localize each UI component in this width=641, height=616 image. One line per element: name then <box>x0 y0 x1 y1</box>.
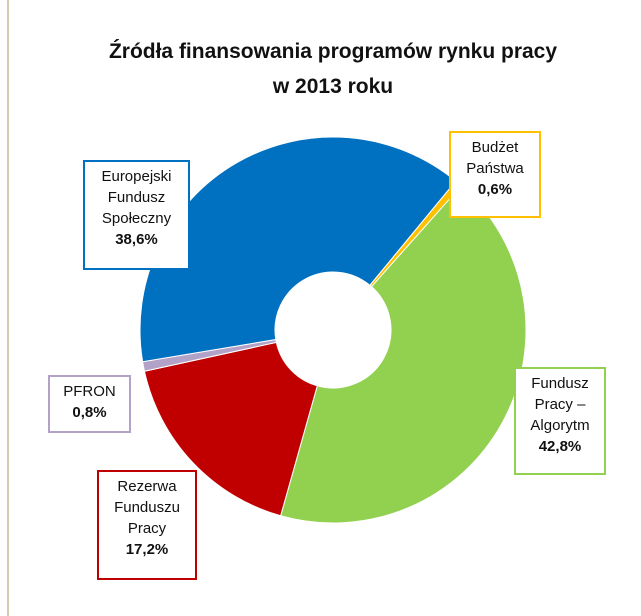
label-value: 0,8% <box>72 404 107 421</box>
donut <box>139 136 527 524</box>
label-name: Rezerwa Funduszu Pracy <box>114 478 180 537</box>
label-value: 17,2% <box>125 541 169 558</box>
chart-title: Źródła finansowania programów rynku prac… <box>108 40 558 98</box>
label-value: 0,6% <box>477 181 513 198</box>
label-name: Europejski Fundusz Społeczny <box>101 168 172 227</box>
label-name: PFRON <box>63 383 116 400</box>
label-name: Budżet Państwa <box>466 139 524 177</box>
label-value: 38,6% <box>115 231 158 248</box>
data-label: PFRON 0,8% <box>48 375 131 433</box>
label-name: Fundusz Pracy – Algorytm <box>530 375 590 434</box>
donut-slice <box>280 185 527 524</box>
label-value: 42,8% <box>538 438 582 455</box>
donut-slice <box>143 341 318 517</box>
data-label: Fundusz Pracy – Algorytm 42,8% <box>514 367 606 475</box>
data-label: Budżet Państwa 0,6% <box>449 131 541 218</box>
data-label: Europejski Fundusz Społeczny 38,6% <box>83 160 190 270</box>
data-label: Rezerwa Funduszu Pracy 17,2% <box>97 470 197 580</box>
